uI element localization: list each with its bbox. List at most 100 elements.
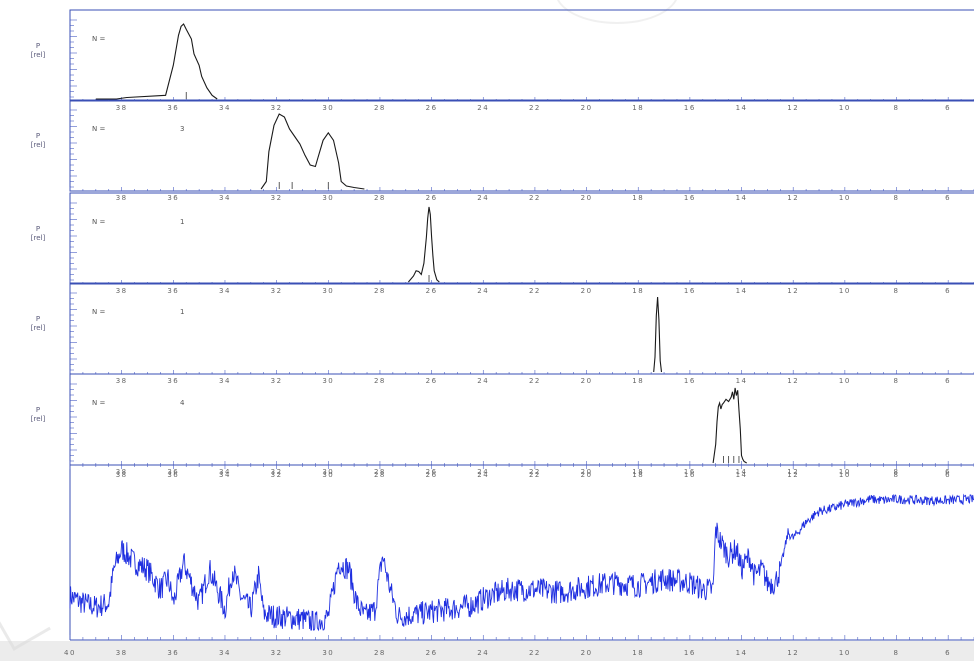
n-label: N = — [92, 218, 105, 226]
x-tick-label: 18 — [632, 194, 644, 202]
x-tick-label: 32 — [271, 104, 283, 112]
x-tick-label: 20 — [581, 468, 593, 476]
x-tick-label: 28 — [374, 104, 386, 112]
x-tick-label: 30 — [322, 104, 334, 112]
x-tick-label: 6 — [945, 377, 951, 385]
x-tick-label: 12 — [787, 104, 799, 112]
x-tick-label: 20 — [581, 471, 593, 479]
signal-trace — [69, 493, 974, 632]
x-tick-label: 18 — [632, 104, 644, 112]
x-tick-label: 24 — [477, 377, 489, 385]
histogram-panel-1 — [69, 9, 974, 102]
bottom-band — [0, 641, 974, 661]
x-tick-label: 26 — [426, 468, 438, 476]
x-tick-label: 36 — [167, 471, 179, 479]
x-tick-label: 34 — [219, 287, 231, 295]
x-tick-label: 6 — [945, 287, 951, 295]
x-tick-label: 32 — [271, 377, 283, 385]
panel-frame — [69, 192, 974, 285]
x-tick-label: 14 — [736, 377, 748, 385]
x-tick-label: 30 — [322, 649, 334, 657]
histogram-panel-3 — [69, 192, 974, 285]
x-tick-label: 16 — [684, 194, 696, 202]
distribution-curve — [95, 23, 218, 100]
distribution-curve — [407, 206, 440, 283]
x-tick-label: 8 — [894, 471, 900, 479]
x-tick-label: 16 — [684, 377, 696, 385]
x-tick-label: 26 — [426, 287, 438, 295]
panel-frame — [69, 9, 974, 102]
x-tick-label: 32 — [271, 649, 283, 657]
x-tick-label: 8 — [894, 377, 900, 385]
x-tick-label: 32 — [271, 468, 283, 476]
x-tick-label: 10 — [839, 471, 851, 479]
x-tick-label: 22 — [529, 194, 541, 202]
histogram-panel-5 — [69, 373, 974, 466]
n-label: N = — [92, 399, 105, 407]
x-tick-label: 28 — [374, 377, 386, 385]
x-tick-label: 34 — [219, 468, 231, 476]
x-tick-label: 38 — [116, 287, 128, 295]
panel-frame — [69, 373, 974, 466]
x-tick-label: 6 — [945, 471, 951, 479]
x-tick-label: 28 — [374, 194, 386, 202]
x-tick-label: 18 — [632, 471, 644, 479]
n-value: 1 — [180, 218, 184, 226]
x-tick-label: 16 — [684, 468, 696, 476]
x-tick-label: 12 — [787, 649, 799, 657]
x-tick-label: 24 — [477, 194, 489, 202]
x-tick-label: 34 — [219, 649, 231, 657]
x-tick-label: 32 — [271, 287, 283, 295]
x-tick-label: 28 — [374, 649, 386, 657]
y-axis-label-rel: [rel] — [31, 415, 46, 423]
x-tick-label: 20 — [581, 287, 593, 295]
x-tick-label: 26 — [426, 104, 438, 112]
y-axis-label-rel: [rel] — [31, 324, 46, 332]
x-tick-label: 6 — [945, 194, 951, 202]
x-tick-label: 28 — [374, 471, 386, 479]
x-tick-label: 30 — [322, 377, 334, 385]
x-tick-label: 16 — [684, 649, 696, 657]
x-tick-label: 36 — [167, 287, 179, 295]
x-tick-label: 36 — [167, 468, 179, 476]
x-tick-label: 14 — [736, 104, 748, 112]
histogram-panel-2 — [69, 99, 974, 192]
x-tick-label: 16 — [684, 287, 696, 295]
x-tick-label: 14 — [736, 471, 748, 479]
y-axis-label-p: P — [36, 315, 40, 323]
x-tick-label: 14 — [736, 194, 748, 202]
x-tick-label: 28 — [374, 468, 386, 476]
x-tick-label: 10 — [839, 104, 851, 112]
x-tick-label: 12 — [787, 468, 799, 476]
x-tick-label: 38 — [116, 649, 128, 657]
x-tick-label: 20 — [581, 194, 593, 202]
x-tick-label: 22 — [529, 471, 541, 479]
n-label: N = — [92, 308, 105, 316]
x-tick-label: 22 — [529, 104, 541, 112]
x-tick-label: 38 — [116, 468, 128, 476]
x-tick-label: 20 — [581, 104, 593, 112]
x-tick-label: 10 — [839, 468, 851, 476]
n-value: 3 — [180, 125, 184, 133]
y-axis-label-rel: [rel] — [31, 141, 46, 149]
x-tick-label: 34 — [219, 377, 231, 385]
histogram-panel-4 — [69, 282, 974, 375]
n-value: 1 — [180, 308, 184, 316]
x-tick-label: 30 — [322, 287, 334, 295]
x-tick-label: 16 — [684, 471, 696, 479]
x-tick-label: 38 — [116, 194, 128, 202]
n-label: N = — [92, 125, 105, 133]
x-tick-label: 18 — [632, 649, 644, 657]
x-tick-label: 8 — [894, 468, 900, 476]
x-tick-label: 26 — [426, 471, 438, 479]
n-value: 4 — [180, 399, 185, 407]
x-tick-label: 30 — [322, 471, 334, 479]
x-tick-label: 20 — [581, 649, 593, 657]
x-tick-label: 12 — [787, 287, 799, 295]
x-tick-label: 30 — [322, 468, 334, 476]
x-tick-label: 36 — [167, 649, 179, 657]
x-tick-label: 18 — [632, 377, 644, 385]
x-tick-label: 22 — [529, 287, 541, 295]
x-tick-label: 22 — [529, 649, 541, 657]
